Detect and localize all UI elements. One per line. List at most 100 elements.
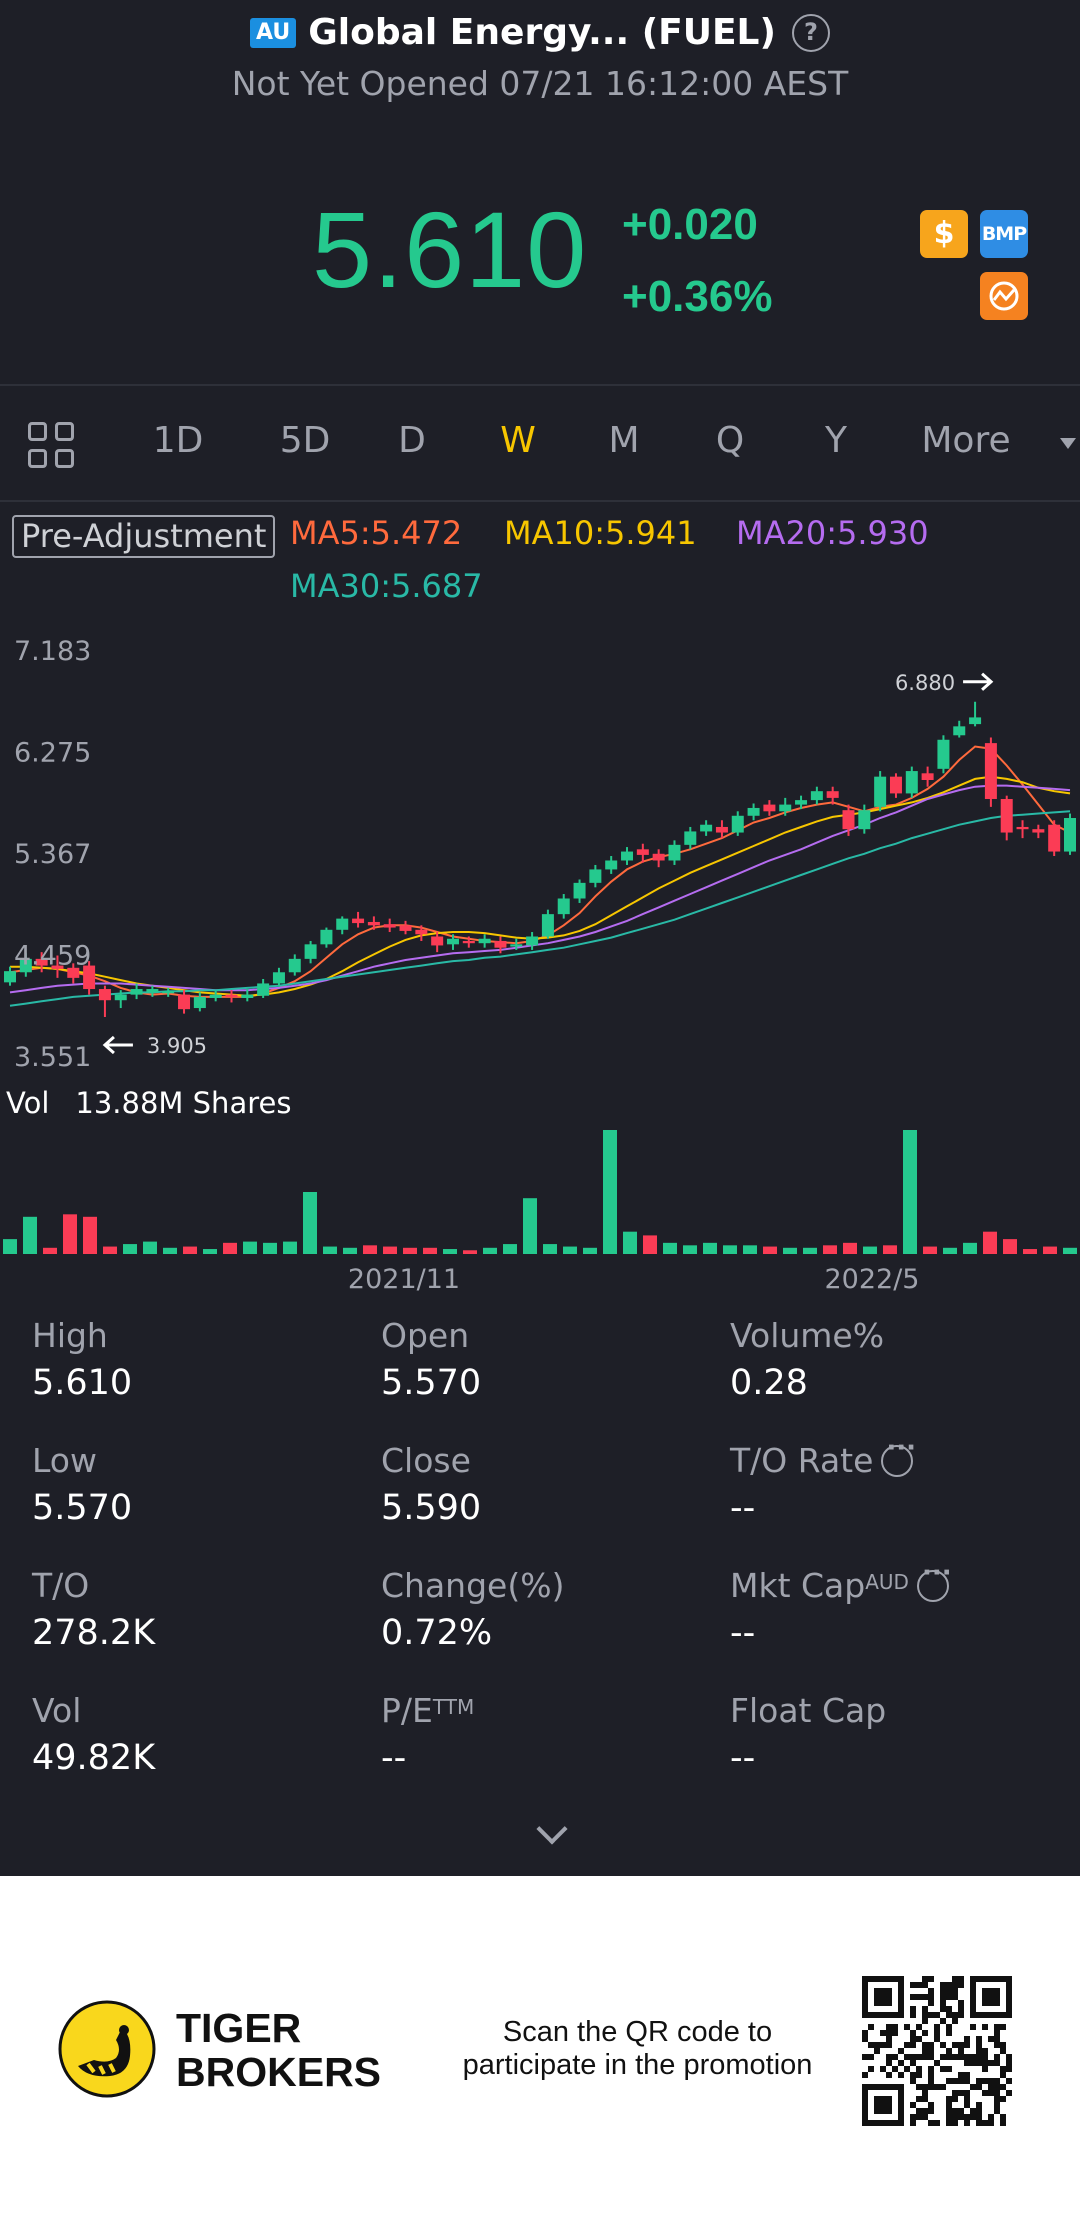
tab-w[interactable]: W <box>500 420 536 461</box>
qr-finder <box>862 2120 904 2126</box>
volume-bar <box>223 1242 237 1254</box>
qr-module <box>976 2120 982 2126</box>
qr-module <box>940 1994 946 2000</box>
qr-module <box>940 2054 946 2060</box>
tab-more[interactable]: More <box>921 420 1011 461</box>
qr-module <box>970 2114 976 2120</box>
qr-module <box>868 2054 874 2060</box>
qr-module <box>958 2012 964 2018</box>
candle-body <box>209 994 222 998</box>
qr-module <box>928 1988 934 1994</box>
qr-module <box>982 2048 988 2054</box>
dollar-icon[interactable]: $ <box>920 210 968 258</box>
tab-q[interactable]: Q <box>715 420 745 461</box>
qr-module <box>952 1976 958 1982</box>
qr-module <box>910 2012 916 2018</box>
brand-line-2: BROKERS <box>176 2049 382 2095</box>
chevron-down-icon[interactable] <box>1060 438 1076 449</box>
qr-module <box>940 2000 946 2006</box>
promo-text: Scan the QR code to participate in the p… <box>440 2016 835 2082</box>
qr-module <box>946 2066 952 2072</box>
qr-module <box>946 1994 952 2000</box>
candle-body <box>684 831 697 845</box>
more-info-icon[interactable] <box>916 1558 952 1602</box>
y-axis-tick: 5.367 <box>14 839 91 870</box>
qr-module <box>928 2078 934 2084</box>
volume-bar <box>243 1241 257 1254</box>
qr-module <box>994 2060 1000 2066</box>
qr-module <box>988 2078 994 2084</box>
brand-line-1: TIGER <box>176 2005 302 2051</box>
volume-bar <box>403 1247 417 1254</box>
candle-body <box>747 807 760 816</box>
qr-module <box>958 1976 964 1982</box>
qr-module <box>952 1994 958 2000</box>
qr-code-icon[interactable] <box>862 1976 1012 2126</box>
qr-module <box>898 2060 904 2066</box>
qr-module <box>982 2078 988 2084</box>
tab-m[interactable]: M <box>608 420 640 461</box>
qr-module <box>928 2012 934 2018</box>
qr-module <box>946 2114 952 2120</box>
stat-high: High 5.610 <box>32 1316 372 1403</box>
period-tabs: 1D 5D D W M Q Y More <box>0 386 1080 500</box>
qr-module <box>976 2060 982 2066</box>
volume-bar <box>723 1245 737 1254</box>
stat-label: T/O <box>32 1566 90 1605</box>
qr-module <box>988 2114 994 2120</box>
qr-module <box>892 2066 898 2072</box>
qr-module <box>970 2108 976 2114</box>
tab-1d[interactable]: 1D <box>152 420 204 461</box>
divider <box>0 384 1080 386</box>
qr-module <box>928 1994 934 2000</box>
qr-module <box>1000 2048 1006 2054</box>
volume-bar <box>383 1246 397 1254</box>
stat-label: Close <box>381 1441 471 1480</box>
tab-5d[interactable]: 5D <box>279 420 331 461</box>
qr-module <box>940 2006 946 2012</box>
expand-chevron-icon[interactable] <box>536 1813 568 1845</box>
qr-finder <box>970 1976 1012 1982</box>
pre-adjustment-toggle[interactable]: Pre-Adjustment <box>12 515 276 558</box>
bmp-icon[interactable]: BMP <box>980 210 1028 258</box>
qr-finder <box>898 2084 904 2126</box>
tab-y[interactable]: Y <box>825 420 847 461</box>
volume-bar <box>1043 1246 1057 1254</box>
qr-module <box>1000 2042 1006 2048</box>
candle-body <box>858 810 871 830</box>
qr-finder <box>862 1976 868 2018</box>
volume-bar <box>783 1247 797 1254</box>
candle-body <box>35 958 48 966</box>
volume-label: Vol 13.88M Shares <box>6 1086 291 1120</box>
qr-module <box>886 2036 892 2042</box>
help-icon[interactable]: ? <box>791 13 830 52</box>
qr-finder <box>970 1976 976 2018</box>
volume-bar <box>443 1249 457 1254</box>
volume-bar <box>143 1241 157 1254</box>
stat-change-percent: Change(%) 0.72% <box>381 1566 721 1653</box>
price-chart[interactable]: 7.183 6.275 5.367 4.459 3.551 6.880 3.905 2021/… <box>0 620 1080 1300</box>
qr-module <box>1000 2072 1006 2078</box>
qr-module <box>964 2102 970 2108</box>
qr-module <box>910 2030 916 2036</box>
tab-d[interactable]: D <box>398 420 426 461</box>
more-info-icon[interactable] <box>881 1433 916 1477</box>
qr-module <box>922 2030 928 2036</box>
layout-grid-icon[interactable] <box>28 422 74 468</box>
header: AU Global Energy... (FUEL) ? Not Yet Ope… <box>0 0 1080 108</box>
orange-chart-icon[interactable] <box>980 272 1028 320</box>
stat-label: High <box>32 1316 108 1355</box>
qr-module <box>916 2084 922 2090</box>
qr-module <box>994 2084 1000 2090</box>
stock-title[interactable]: Global Energy... (FUEL) <box>308 12 776 53</box>
candle-body <box>1048 824 1061 852</box>
qr-module <box>982 2054 988 2060</box>
stat-volume-percent: Volume% 0.28 <box>730 1316 1070 1403</box>
qr-module <box>964 2060 970 2066</box>
qr-module <box>958 2000 964 2006</box>
qr-module <box>946 2006 952 2012</box>
volume-bar <box>563 1246 577 1254</box>
qr-module <box>922 2108 928 2114</box>
qr-module <box>928 2000 934 2006</box>
